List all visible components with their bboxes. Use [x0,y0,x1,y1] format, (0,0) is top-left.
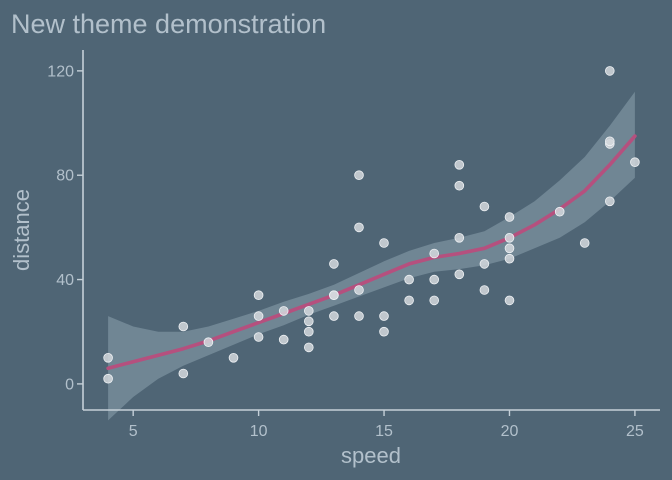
chart-title: New theme demonstration [11,9,326,39]
data-point [379,311,389,321]
x-tick-label: 20 [501,423,519,440]
data-point [178,321,189,332]
data-point [630,157,640,168]
y-tick-label: 40 [56,272,74,289]
x-tick-label: 10 [250,423,268,440]
data-point [329,290,339,301]
smooth-line [106,134,637,371]
data-point [579,238,590,248]
data-point [278,334,289,345]
data-point [253,290,264,301]
data-point [604,196,615,207]
data-point [103,352,113,363]
data-point [379,326,389,337]
data-point [103,373,113,384]
data-points [103,66,640,384]
data-point [479,201,490,212]
x-axis-ticks: 5 10 15 20 25 [129,410,644,440]
data-point [454,269,465,280]
data-point [354,222,364,233]
x-tick-label: 15 [375,423,393,440]
data-point [354,170,364,181]
data-point [504,295,515,306]
data-point [454,180,465,191]
y-tick-label: 80 [56,168,74,185]
data-point [504,243,515,254]
data-point [429,295,440,306]
confidence-band [108,91,635,421]
data-point [303,306,314,316]
data-point [329,311,339,321]
data-point [504,233,515,243]
data-point [329,259,339,269]
y-tick-label: 0 [65,376,74,393]
data-point [404,274,414,285]
data-point [604,66,615,76]
data-point [454,160,465,170]
x-axis-title: speed [341,443,401,468]
smooth-line-layer [106,134,637,371]
data-point [404,295,414,306]
x-tick-label: 5 [129,423,138,440]
data-point [504,212,515,222]
data-point [253,311,264,321]
data-point [354,311,364,321]
data-point [379,238,389,248]
data-point [228,352,239,363]
data-point [178,368,189,379]
data-point [253,332,264,342]
data-point [554,206,565,217]
y-tick-label: 120 [47,63,74,80]
data-point [203,337,214,348]
data-point [454,233,465,243]
data-point [429,248,440,259]
data-point [479,285,490,295]
data-point [479,259,490,269]
data-point [278,306,289,316]
data-point [604,136,615,147]
y-axis-title: distance [9,189,34,271]
data-point [303,316,314,327]
data-point [303,326,314,337]
data-point [354,285,364,295]
data-point [504,253,515,264]
x-tick-label: 25 [626,423,644,440]
data-point [303,342,314,353]
y-axis-ticks: 0 40 80 120 [47,63,83,393]
confidence-band-layer [108,91,635,421]
data-point [429,274,440,285]
